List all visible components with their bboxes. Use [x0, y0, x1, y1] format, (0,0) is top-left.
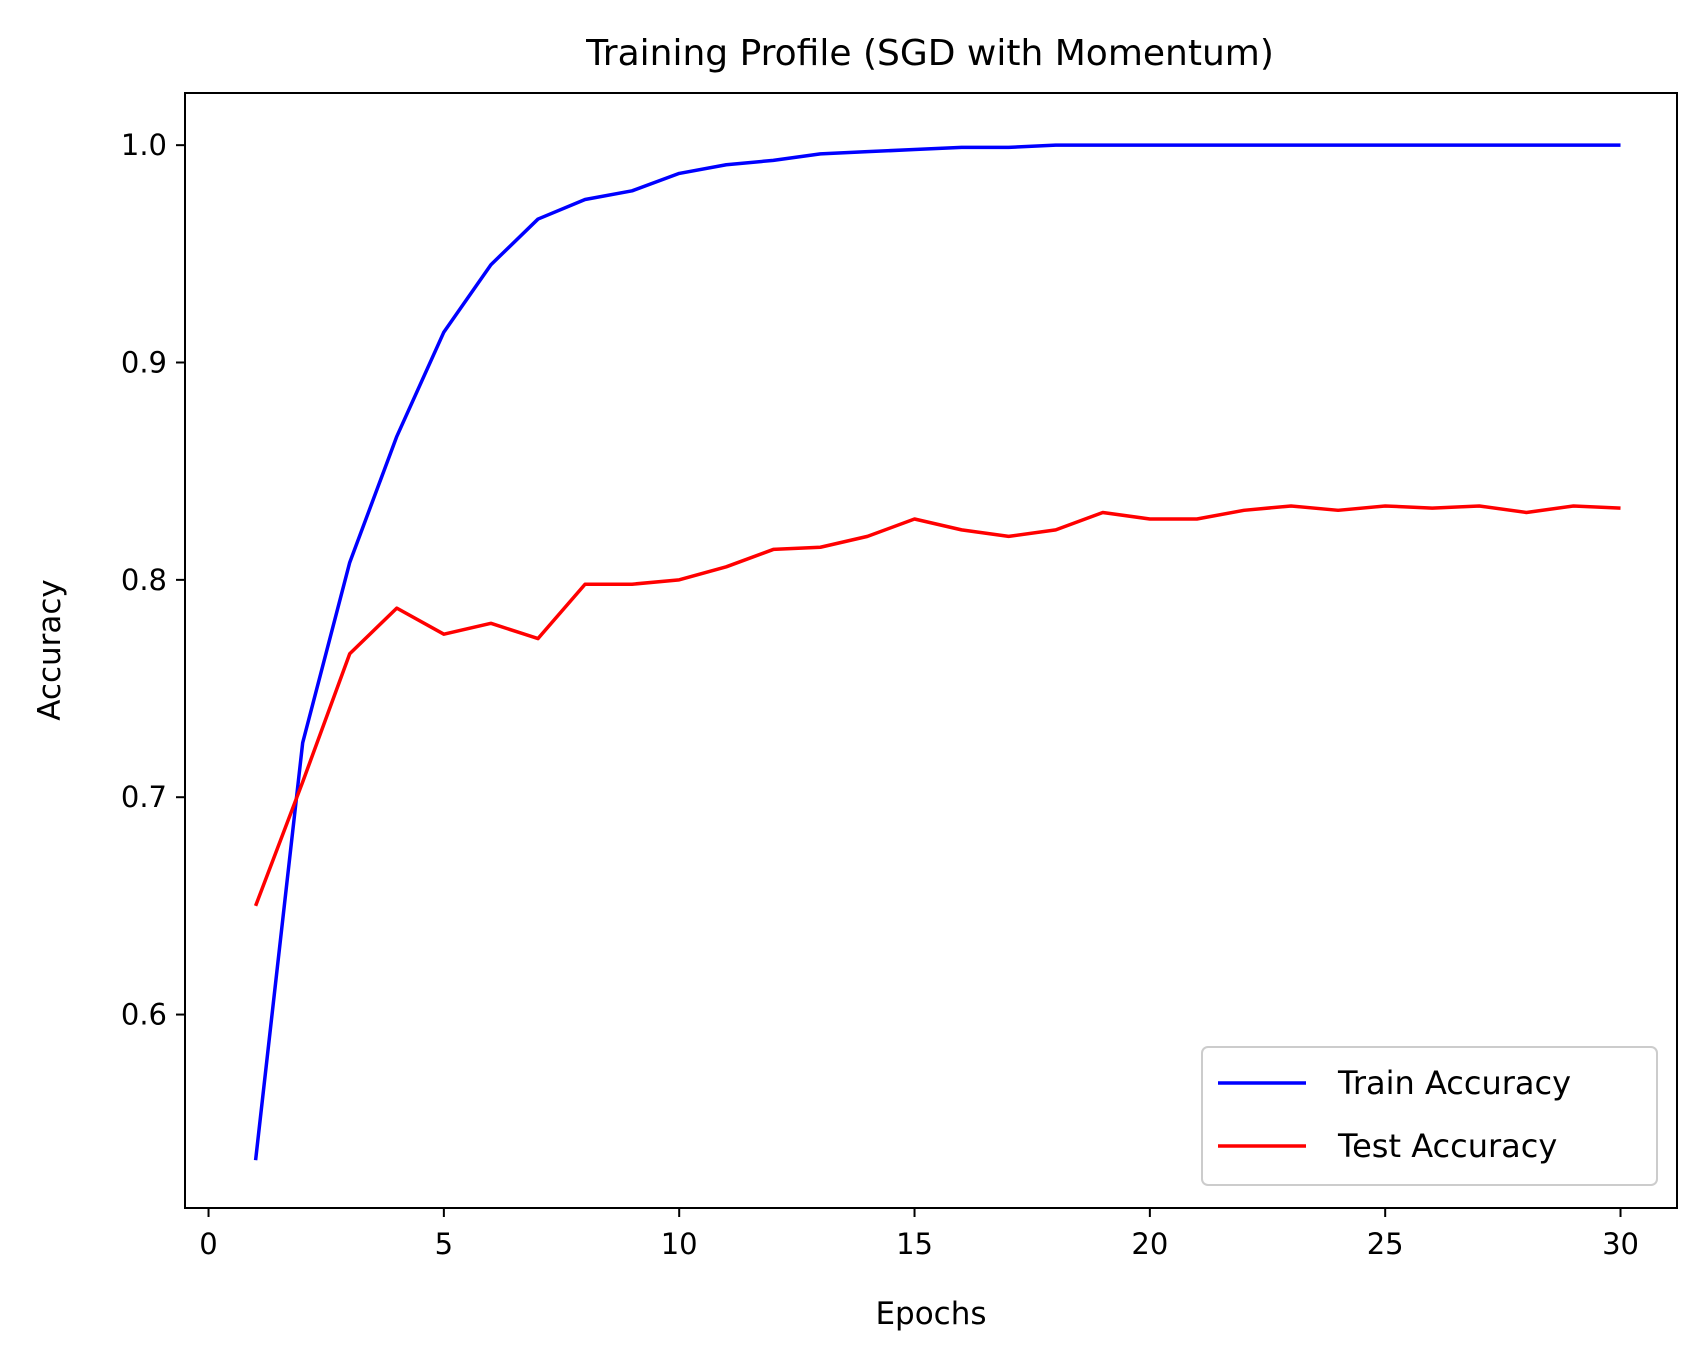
legend-label-test: Test Accuracy: [1337, 1127, 1557, 1165]
legend-box: [1201, 1046, 1658, 1186]
y-tick-label: 0.6: [121, 998, 167, 1032]
legend-label-train: Train Accuracy: [1337, 1064, 1571, 1102]
x-tick-label: 20: [1131, 1227, 1168, 1261]
x-tick-label: 30: [1602, 1227, 1639, 1261]
legend: Train Accuracy Test Accuracy: [1201, 1046, 1658, 1186]
x-tick-label: 5: [435, 1227, 453, 1261]
chart-title: Training Profile (SGD with Momentum): [585, 33, 1274, 74]
y-tick-label: 0.7: [121, 780, 167, 814]
series-line-test: [253, 504, 1621, 907]
y-tick-label: 0.9: [121, 346, 167, 380]
plot-frame: [184, 92, 1678, 1209]
y-axis-ticks: 0.6 0.7 0.8 0.9 1.0: [121, 128, 185, 1032]
x-axis-ticks: 0 5 10 15 20 25 30: [199, 1208, 1639, 1261]
x-tick-label: 0: [199, 1227, 217, 1261]
y-tick-label: 1.0: [121, 128, 167, 162]
y-tick-label: 0.8: [121, 563, 167, 597]
y-axis-label: Accuracy: [32, 579, 68, 721]
plot-lines: [253, 143, 1621, 1161]
x-axis-label: Epochs: [875, 1296, 986, 1332]
x-tick-label: 25: [1367, 1227, 1404, 1261]
series-line-train: [253, 143, 1621, 1161]
x-tick-label: 15: [896, 1227, 933, 1261]
x-tick-label: 10: [661, 1227, 698, 1261]
